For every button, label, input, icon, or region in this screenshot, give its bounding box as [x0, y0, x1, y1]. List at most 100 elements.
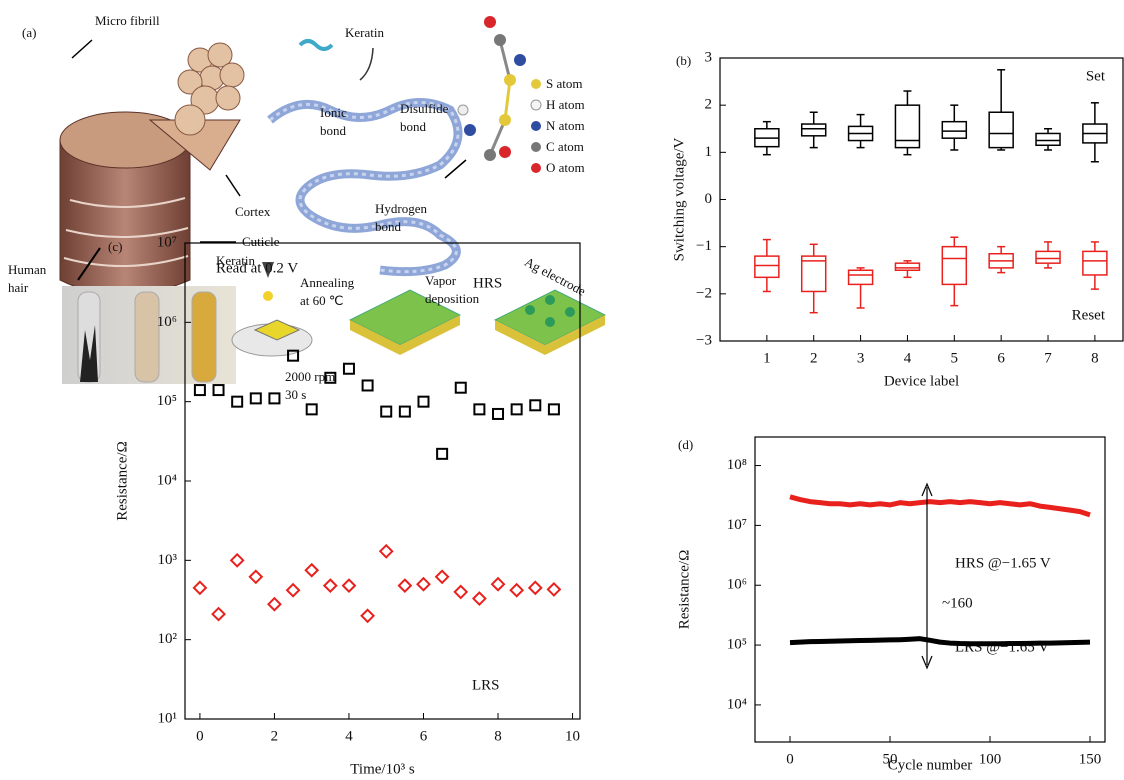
annotation: HRS @−1.65 V	[955, 555, 1051, 571]
marker	[249, 392, 262, 405]
box	[754, 255, 780, 279]
marker	[436, 447, 449, 460]
y-tick-label: 10⁵	[727, 637, 747, 653]
y-tick-label: −3	[696, 332, 712, 348]
substrate-fto	[495, 315, 605, 355]
y-tick-label: 10⁷	[727, 517, 747, 533]
dropper	[262, 262, 274, 278]
box	[941, 120, 968, 139]
y-tick-label: 10²	[158, 631, 178, 647]
y-tick-label: 10⁴	[727, 696, 747, 712]
y-tick-label: 10⁴	[157, 472, 177, 488]
y-tick-label: 1	[705, 144, 713, 160]
data-line	[789, 494, 1091, 518]
marker	[268, 392, 281, 405]
marker	[490, 576, 506, 592]
x-tick-label: 2	[810, 350, 818, 366]
annotation: 30 s	[285, 387, 306, 402]
box	[988, 111, 1014, 149]
data-line	[789, 636, 1091, 647]
marker	[547, 403, 560, 416]
marker	[529, 399, 542, 412]
annotation: Human	[8, 262, 47, 277]
substrate	[253, 319, 301, 341]
hair-sample	[80, 325, 98, 382]
annotation: Ionic	[320, 105, 347, 120]
marker	[361, 379, 374, 392]
annotation: Cortex	[235, 204, 271, 219]
y-tick-label: 2	[705, 97, 713, 113]
tube	[134, 291, 160, 383]
y-tick-label: 10¹	[158, 710, 178, 726]
arrow	[225, 174, 241, 197]
annotation: at 60 ℃	[300, 293, 343, 308]
marker	[360, 608, 376, 624]
plot-frame	[754, 436, 1106, 743]
annotation: N atom	[546, 118, 585, 133]
marker	[324, 371, 337, 384]
box	[894, 104, 921, 149]
box	[847, 269, 874, 286]
marker	[342, 362, 355, 375]
x-tick-label: 2	[271, 728, 279, 744]
marker	[378, 543, 394, 559]
x-tick-label: 8	[494, 728, 502, 744]
marker	[471, 591, 487, 606]
x-tick-label: 4	[904, 350, 912, 366]
x-tick-label: 6	[997, 350, 1005, 366]
box	[1082, 250, 1108, 276]
annotation: bond	[320, 123, 347, 138]
fibrils	[174, 42, 245, 136]
helix	[267, 98, 463, 277]
panel-a: (a)	[22, 16, 607, 384]
marker	[341, 578, 357, 594]
x-tick-label: 8	[1091, 350, 1099, 366]
marker	[417, 395, 430, 408]
annotation: H atom	[546, 97, 585, 112]
annotation: Micro fibrill	[95, 13, 160, 28]
box	[800, 255, 827, 293]
marker	[546, 581, 562, 597]
annotation: S atom	[546, 76, 582, 91]
arrow	[71, 39, 93, 59]
y-tick-label: 10⁶	[727, 577, 747, 593]
substrate-fto	[350, 315, 460, 355]
helix-pattern	[269, 101, 460, 274]
y-tick-label: 10³	[158, 552, 178, 568]
annotation: O atom	[546, 160, 585, 175]
panel-label: (b)	[676, 53, 691, 68]
panel-label: (a)	[22, 25, 36, 40]
y-tick-label: 10⁵	[157, 393, 177, 409]
x-tick-label: 4	[345, 728, 353, 744]
annotation: deposition	[425, 291, 480, 306]
y-tick-label: 0	[705, 191, 713, 207]
plot-frame	[719, 57, 1124, 342]
marker	[380, 405, 393, 418]
marker	[231, 395, 244, 408]
marker	[229, 552, 245, 568]
annotation: C atom	[546, 139, 584, 154]
x-axis-label: Device label	[884, 373, 959, 389]
marker	[473, 403, 486, 416]
annotation: Vapor	[425, 273, 457, 288]
marker	[398, 405, 411, 418]
tube	[191, 291, 217, 383]
annotation: ~160	[942, 595, 973, 611]
marker	[248, 569, 264, 585]
annotation: 2000 rpm	[285, 369, 335, 384]
arrow	[359, 47, 374, 81]
annotation: Cuticle	[242, 234, 280, 249]
marker	[193, 384, 206, 397]
keratin-strand	[298, 39, 334, 51]
annotation: bond	[375, 219, 402, 234]
box	[894, 262, 921, 271]
box	[941, 245, 968, 286]
x-axis-label: Time/10³ s	[350, 761, 415, 777]
annotation: Reset	[1072, 307, 1106, 323]
y-axis-label: Resistance/Ω	[114, 441, 130, 520]
annotation: Keratin	[345, 25, 384, 40]
panel-label: (c)	[108, 239, 122, 254]
x-axis-label: Cycle number	[888, 757, 973, 773]
cuticle-lines	[63, 197, 189, 267]
